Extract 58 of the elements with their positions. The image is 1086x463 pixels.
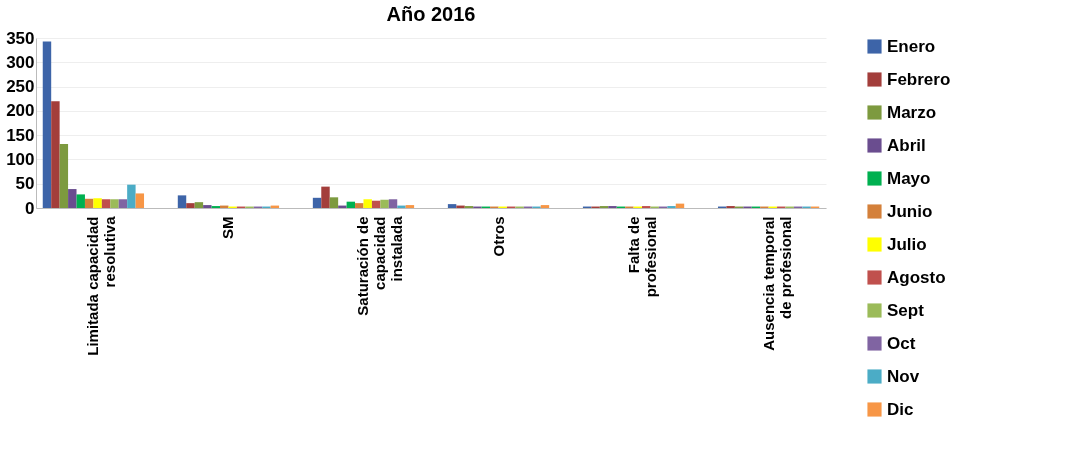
legend-label: Febrero xyxy=(887,69,951,89)
bar xyxy=(397,205,406,208)
bar xyxy=(380,199,389,208)
y-tick-label: 100 xyxy=(6,149,35,169)
bar xyxy=(363,199,372,208)
bar xyxy=(110,199,119,208)
legend-label: Dic xyxy=(887,399,914,419)
y-tick-label: 250 xyxy=(6,77,35,97)
bar xyxy=(135,193,145,208)
bar xyxy=(321,186,330,208)
bar xyxy=(540,205,550,208)
bar xyxy=(329,197,339,208)
bar xyxy=(456,205,465,208)
legend-label: Nov xyxy=(887,366,920,386)
x-tick-label: SM xyxy=(219,216,237,239)
legend-label: Junio xyxy=(887,201,933,221)
bar xyxy=(405,205,415,208)
legend-label: Julio xyxy=(887,234,927,254)
bar xyxy=(177,195,187,208)
bar xyxy=(388,199,398,208)
y-tick-label: 150 xyxy=(6,125,35,145)
legend-label: Enero xyxy=(887,36,936,56)
y-tick-label: 300 xyxy=(6,52,35,72)
bar xyxy=(76,194,85,208)
x-tick-label: Otros xyxy=(489,216,507,257)
bar xyxy=(93,198,102,208)
bar xyxy=(51,101,60,208)
bar xyxy=(312,197,322,208)
y-tick-label: 50 xyxy=(15,174,35,194)
bar xyxy=(447,204,457,208)
chart-title: Año 2016 xyxy=(386,3,476,25)
legend-label: Mayo xyxy=(887,168,931,188)
bar xyxy=(186,203,195,208)
bar xyxy=(127,184,136,208)
legend-label: Agosto xyxy=(887,267,946,287)
bar xyxy=(371,200,381,208)
x-tick-label: Saturación de capacidad instalada xyxy=(354,215,406,316)
x-tick-label: Ausencia temporal de profesional xyxy=(759,216,794,351)
legend-label: Sept xyxy=(887,300,925,320)
bar xyxy=(101,199,111,208)
bar xyxy=(59,143,69,208)
bar xyxy=(42,41,52,208)
x-tick-label: Falta de profesional xyxy=(624,216,659,298)
bar xyxy=(346,201,356,208)
legend-label: Marzo xyxy=(887,102,937,122)
legend-label: Abril xyxy=(887,135,926,155)
bar xyxy=(118,199,128,208)
bar xyxy=(194,202,204,208)
bar xyxy=(84,198,94,208)
bar xyxy=(203,205,212,208)
bar xyxy=(355,203,364,208)
y-tick-label: 200 xyxy=(6,101,35,121)
bar xyxy=(338,205,347,208)
y-tick-label: 0 xyxy=(25,198,35,218)
y-tick-label: 350 xyxy=(6,28,35,48)
legend-label: Oct xyxy=(887,333,916,353)
x-tick-label: Limitada capacidad resolutiva xyxy=(84,215,119,356)
bar xyxy=(68,189,77,208)
